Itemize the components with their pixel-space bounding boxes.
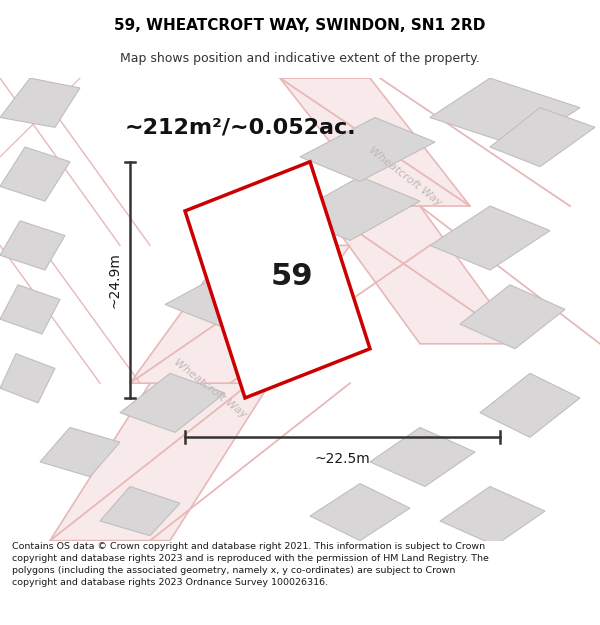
Polygon shape (430, 206, 550, 270)
Polygon shape (460, 285, 565, 349)
Polygon shape (165, 275, 275, 326)
Polygon shape (0, 354, 55, 403)
Polygon shape (0, 147, 70, 201)
Text: ~22.5m: ~22.5m (314, 452, 370, 466)
Text: 59, WHEATCROFT WAY, SWINDON, SN1 2RD: 59, WHEATCROFT WAY, SWINDON, SN1 2RD (115, 18, 485, 32)
Text: ~212m²/~0.052ac.: ~212m²/~0.052ac. (124, 118, 356, 138)
Polygon shape (0, 285, 60, 334)
Text: Map shows position and indicative extent of the property.: Map shows position and indicative extent… (120, 52, 480, 65)
Polygon shape (280, 78, 470, 206)
Text: ~24.9m: ~24.9m (108, 252, 122, 308)
Text: Wheatcroft Way: Wheatcroft Way (172, 357, 248, 419)
Polygon shape (370, 428, 475, 486)
Polygon shape (130, 246, 350, 383)
Polygon shape (185, 162, 370, 398)
Polygon shape (0, 221, 65, 270)
Polygon shape (320, 206, 520, 344)
Polygon shape (310, 484, 410, 541)
Polygon shape (40, 428, 120, 477)
Text: Wheatcroft Way: Wheatcroft Way (367, 145, 443, 208)
Polygon shape (100, 486, 180, 536)
Polygon shape (0, 78, 80, 128)
Text: 59: 59 (271, 262, 313, 291)
Text: Contains OS data © Crown copyright and database right 2021. This information is : Contains OS data © Crown copyright and d… (12, 542, 489, 587)
Polygon shape (440, 486, 545, 546)
Polygon shape (490, 107, 595, 167)
Polygon shape (120, 373, 225, 432)
Polygon shape (50, 383, 270, 541)
Polygon shape (480, 373, 580, 438)
Polygon shape (430, 78, 580, 147)
Polygon shape (300, 118, 435, 181)
Polygon shape (290, 176, 420, 241)
